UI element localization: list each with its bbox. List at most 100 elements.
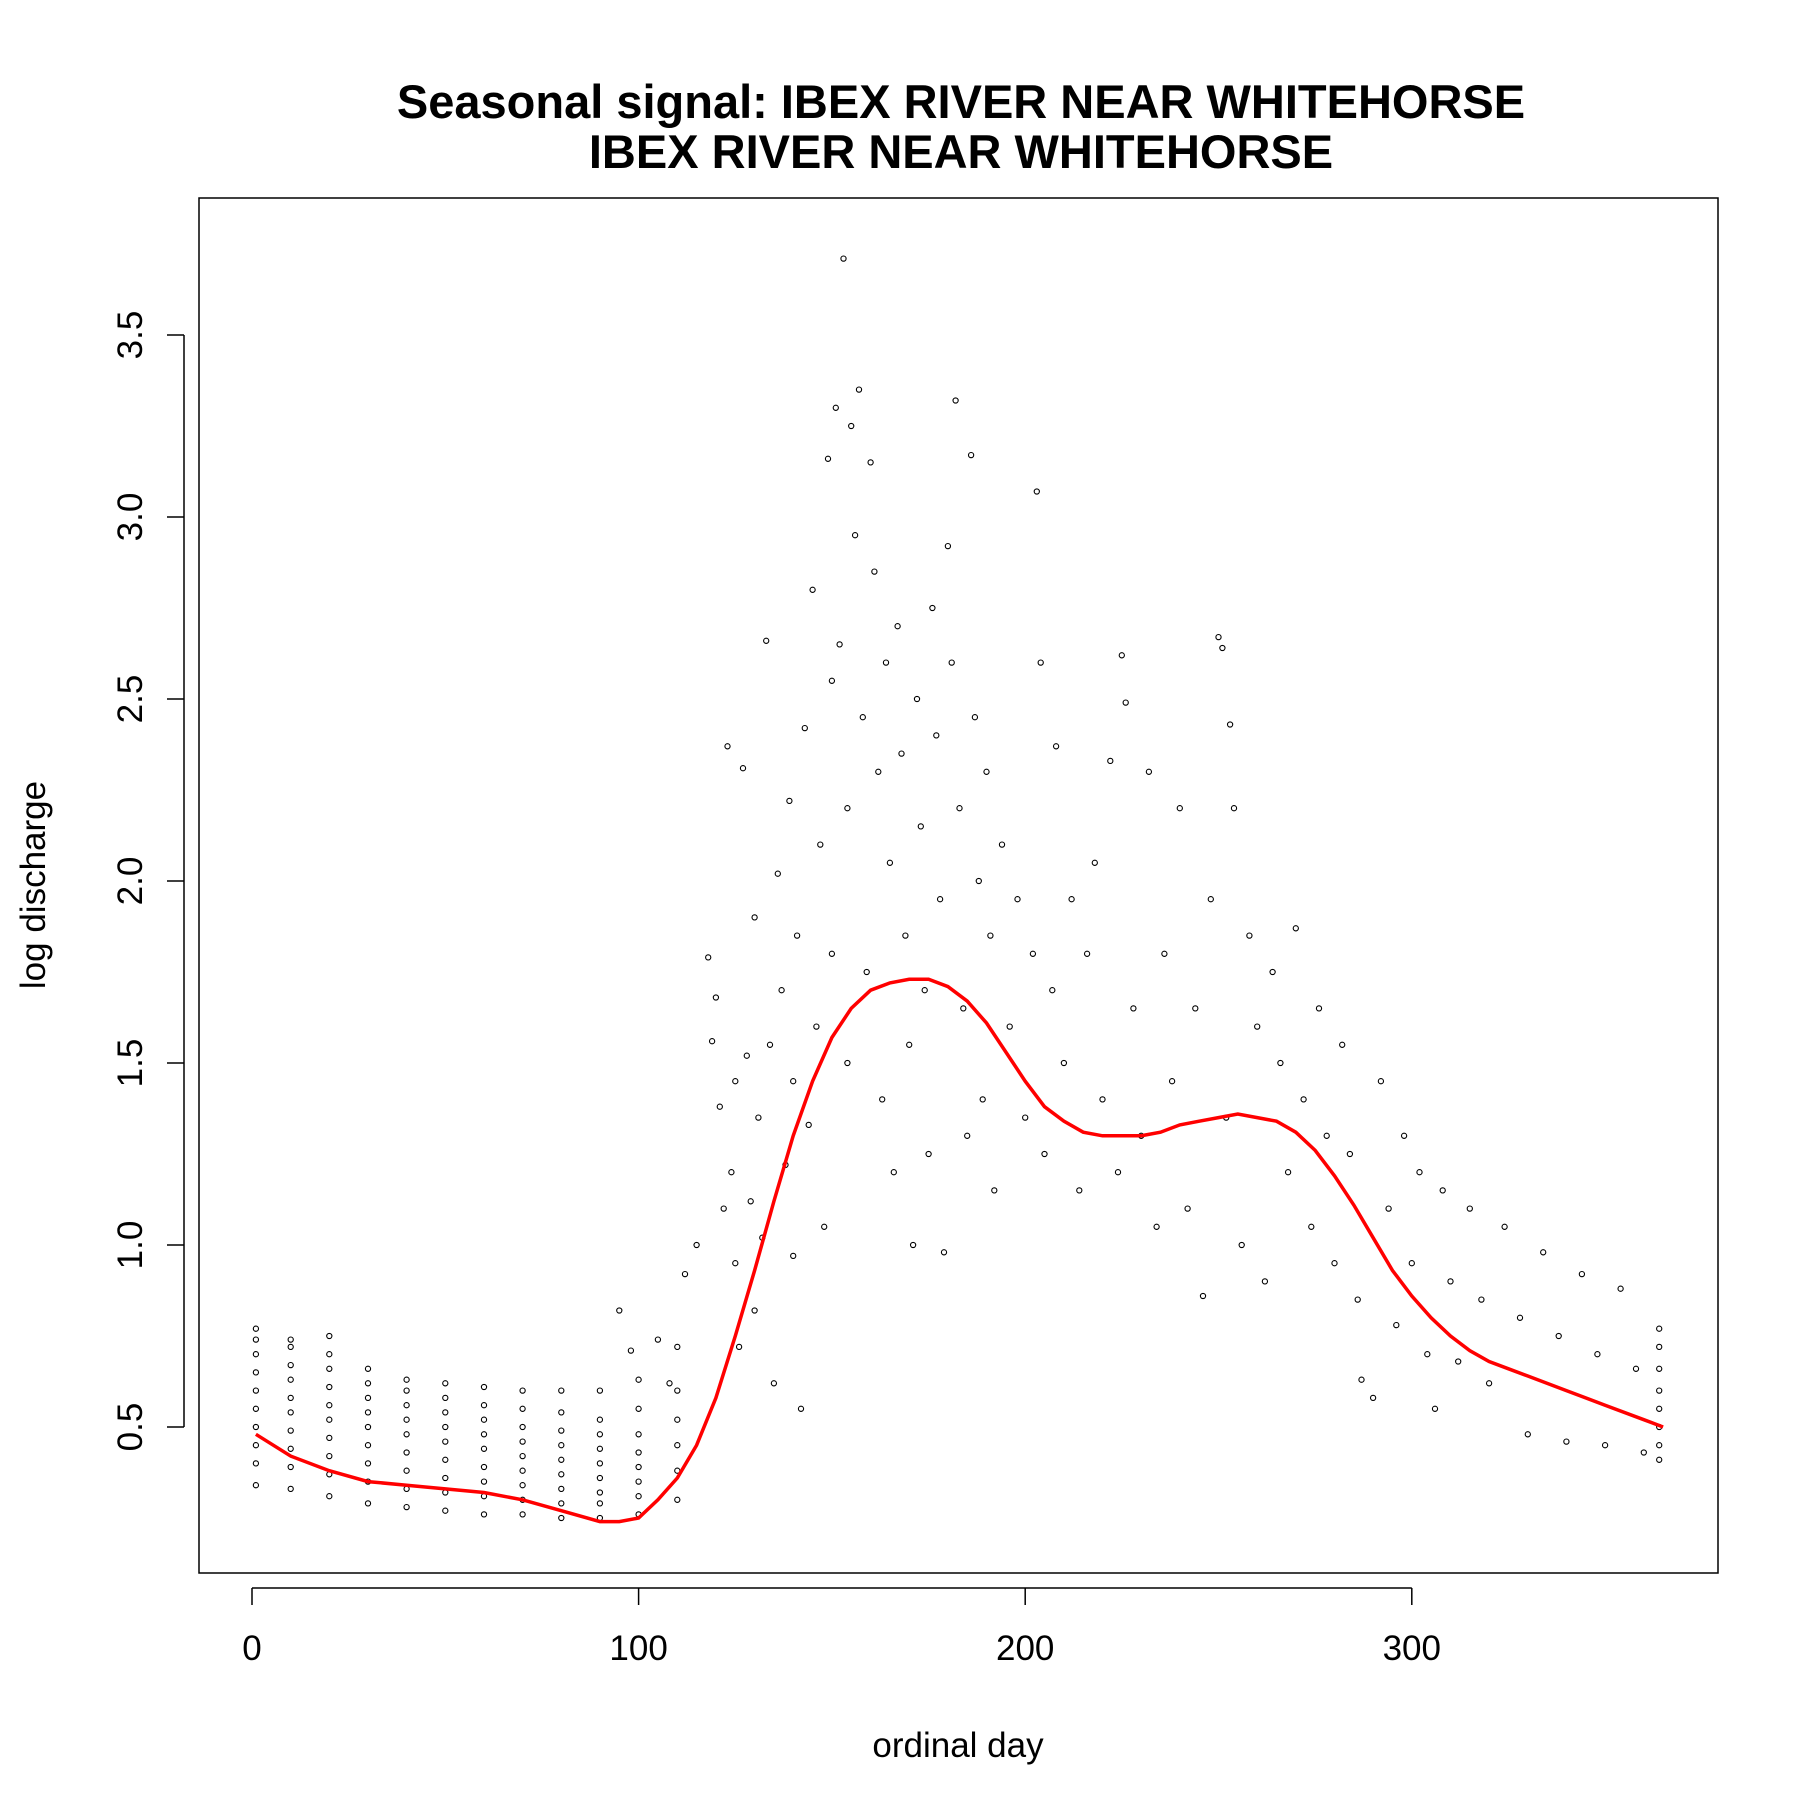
data-point <box>809 586 816 593</box>
data-point <box>1524 1431 1531 1438</box>
data-point <box>902 932 909 939</box>
data-point <box>558 1409 565 1416</box>
data-point <box>1563 1438 1570 1445</box>
data-point <box>480 1431 488 1438</box>
data-point <box>1161 950 1168 957</box>
x-tick-label: 300 <box>1383 1629 1441 1668</box>
data-point <box>805 1121 812 1129</box>
data-point <box>1049 987 1056 994</box>
data-point <box>944 542 952 550</box>
data-point <box>403 1431 410 1438</box>
data-point <box>956 805 963 812</box>
data-point <box>519 1423 526 1431</box>
data-point <box>735 1343 743 1351</box>
data-point <box>1385 1205 1392 1212</box>
data-point <box>596 1460 604 1467</box>
data-point <box>519 1438 526 1445</box>
data-point <box>326 1434 333 1442</box>
data-point <box>1261 1278 1269 1285</box>
data-point <box>1485 1380 1493 1387</box>
data-point <box>364 1423 372 1431</box>
data-point <box>1594 1351 1601 1358</box>
data-point <box>252 1325 260 1332</box>
data-point <box>1632 1365 1640 1372</box>
data-point <box>879 1096 886 1103</box>
data-point <box>1656 1442 1663 1449</box>
data-point <box>558 1387 565 1394</box>
data-point <box>287 1485 294 1493</box>
data-point <box>326 1416 333 1423</box>
data-point <box>778 987 785 994</box>
data-point <box>635 1478 642 1485</box>
data-point <box>480 1402 488 1409</box>
data-point <box>1292 925 1299 932</box>
x-tick-label: 0 <box>242 1629 261 1668</box>
data-point <box>1478 1296 1485 1303</box>
y-tick-label: 2.0 <box>111 857 150 906</box>
data-point <box>755 1114 762 1121</box>
data-point <box>1219 644 1226 652</box>
data-point <box>863 968 870 976</box>
x-axis: 0 100 200 300 <box>242 1587 1441 1668</box>
data-point <box>519 1452 526 1460</box>
data-point <box>1656 1387 1663 1394</box>
data-point <box>519 1467 526 1474</box>
y-tick-label: 3.0 <box>111 493 150 542</box>
data-point <box>326 1351 333 1358</box>
data-point <box>1083 950 1091 957</box>
data-point <box>1254 1023 1261 1030</box>
data-point <box>1315 1005 1323 1012</box>
data-point <box>790 1078 797 1085</box>
data-point <box>654 1336 662 1343</box>
data-point <box>898 750 905 757</box>
data-point <box>1037 659 1044 666</box>
data-point <box>403 1503 410 1511</box>
data-point <box>403 1387 410 1394</box>
data-point <box>751 914 758 921</box>
data-point <box>674 1387 681 1394</box>
data-point <box>287 1445 294 1452</box>
data-point <box>1226 721 1234 728</box>
data-point <box>790 1252 797 1260</box>
data-point <box>1424 1351 1431 1358</box>
data-point <box>364 1442 372 1449</box>
data-point <box>1114 1169 1122 1176</box>
data-point <box>1416 1169 1423 1176</box>
data-point <box>666 1380 673 1387</box>
data-point <box>1022 1114 1029 1121</box>
data-point <box>558 1514 565 1522</box>
data-point <box>1601 1442 1609 1449</box>
data-point <box>1339 1041 1346 1048</box>
data-point <box>716 1103 723 1110</box>
data-point <box>442 1507 449 1514</box>
data-point <box>975 877 982 885</box>
y-tick-label: 0.5 <box>111 1403 150 1452</box>
data-point <box>1408 1260 1415 1267</box>
data-point <box>442 1456 449 1463</box>
data-point <box>948 659 955 666</box>
data-point <box>1393 1321 1400 1329</box>
data-point <box>929 604 936 612</box>
data-point <box>1099 1096 1106 1103</box>
data-point <box>712 994 720 1001</box>
data-point <box>1358 1376 1365 1383</box>
data-point <box>1006 1023 1013 1030</box>
data-point <box>848 422 855 430</box>
data-point <box>1439 1187 1446 1194</box>
data-point <box>998 841 1006 848</box>
data-point <box>855 386 863 393</box>
data-point <box>983 768 990 775</box>
data-point <box>326 1365 333 1372</box>
data-point <box>770 1380 778 1387</box>
data-point <box>859 714 866 721</box>
data-point <box>252 1351 260 1358</box>
data-point <box>1308 1223 1315 1230</box>
data-point <box>925 1150 932 1158</box>
data-point <box>1199 1292 1207 1300</box>
y-axis-label: log discharge <box>14 781 53 989</box>
data-point <box>1153 1223 1160 1230</box>
data-point <box>1060 1059 1068 1067</box>
data-point <box>252 1442 260 1449</box>
data-point <box>1369 1394 1377 1402</box>
